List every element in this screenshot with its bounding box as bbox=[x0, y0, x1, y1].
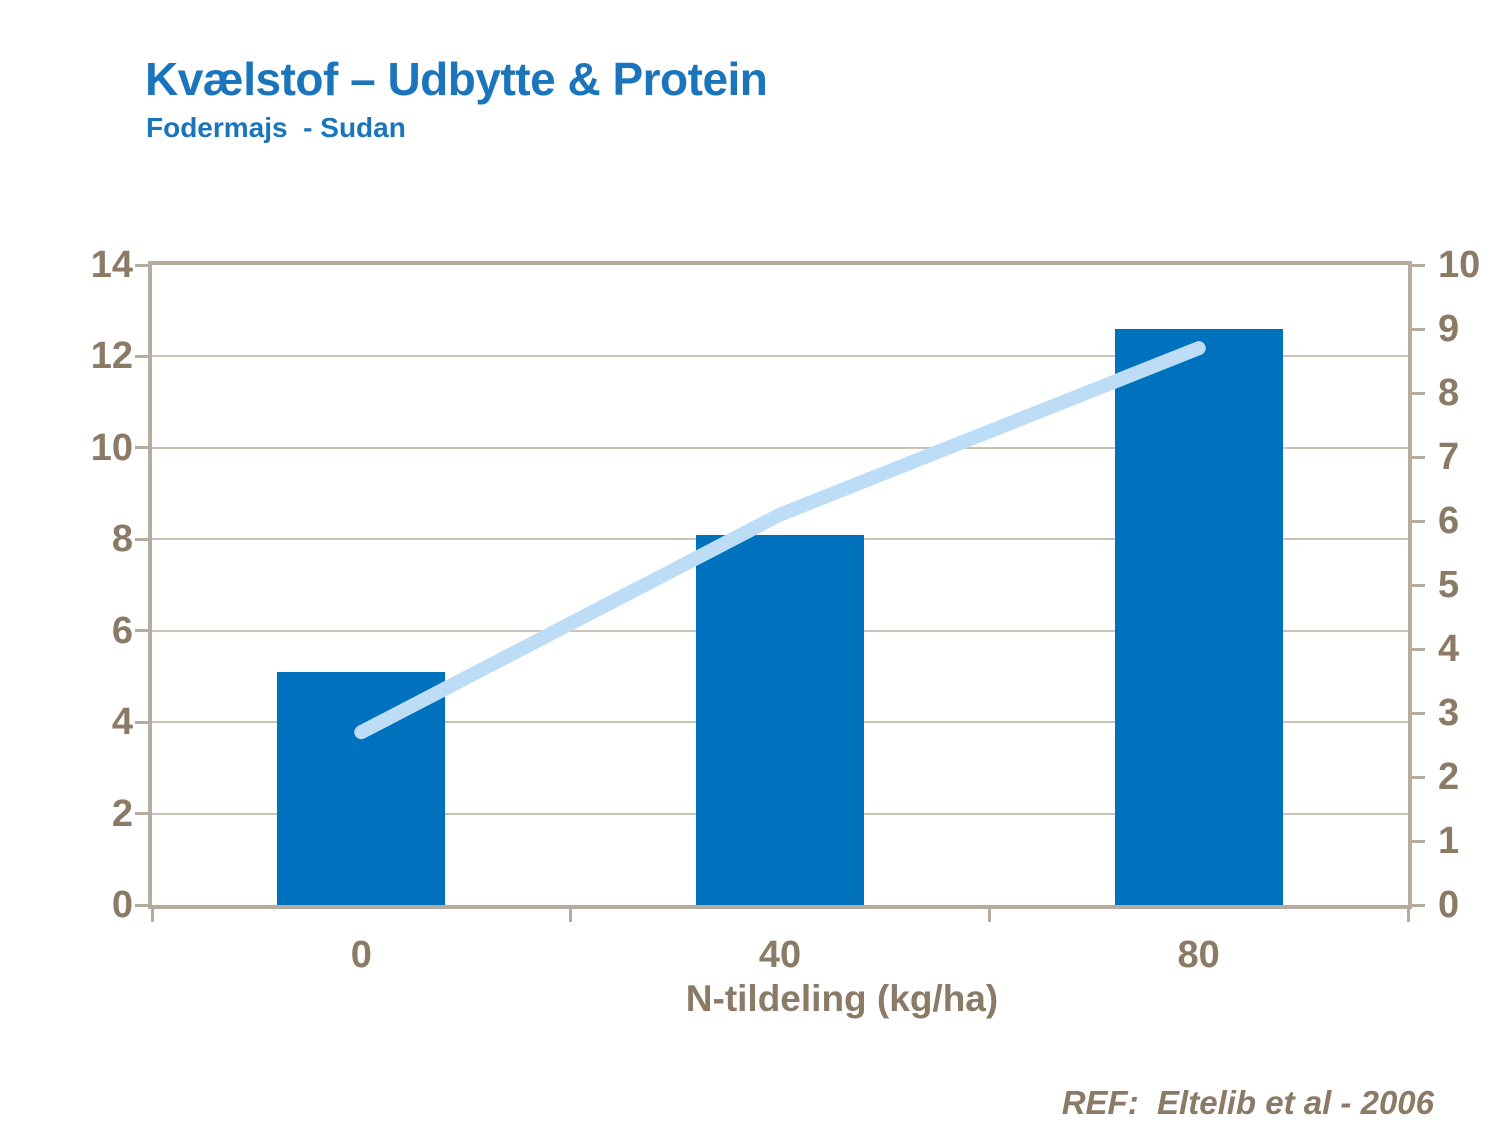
line-series-dry-matter-yield bbox=[354, 341, 1206, 740]
right-tick-label-4: 4 bbox=[1438, 628, 1460, 670]
right-tick-10 bbox=[1408, 263, 1425, 267]
right-tick-label-0: 0 bbox=[1438, 884, 1460, 926]
left-tick-label-12: 12 bbox=[90, 335, 133, 378]
left-tick-label-14: 14 bbox=[90, 244, 133, 286]
left-tick-8 bbox=[135, 537, 152, 541]
left-tick-10 bbox=[135, 446, 152, 450]
chart-subtitle: Fodermajs - Sudan bbox=[146, 112, 406, 143]
left-tick-14 bbox=[135, 263, 152, 267]
right-tick-8 bbox=[1408, 391, 1425, 395]
right-tick-label-7: 7 bbox=[1438, 436, 1460, 478]
reference-note: REF: Eltelib et al - 2006 bbox=[1061, 1084, 1434, 1121]
x-boundary-tick-0 bbox=[150, 905, 154, 922]
left-tick-6 bbox=[135, 629, 152, 633]
x-boundary-tick-2 bbox=[987, 905, 991, 922]
right-tick-label-2: 2 bbox=[1438, 756, 1460, 798]
x-category-label-0: 0 bbox=[350, 934, 372, 976]
left-tick-label-8: 8 bbox=[111, 518, 133, 561]
right-tick-6 bbox=[1408, 519, 1425, 523]
left-tick-2 bbox=[135, 812, 152, 816]
right-tick-label-5: 5 bbox=[1438, 564, 1460, 606]
chart-title: Kvælstof – Udbytte & Protein bbox=[145, 53, 768, 105]
x-category-label-80: 80 bbox=[1177, 934, 1220, 976]
right-tick-label-1: 1 bbox=[1438, 820, 1460, 862]
left-tick-label-6: 6 bbox=[111, 609, 133, 652]
right-tick-1 bbox=[1408, 839, 1425, 843]
x-category-label-40: 40 bbox=[758, 934, 802, 976]
right-tick-0 bbox=[1408, 903, 1425, 907]
right-tick-label-9: 9 bbox=[1438, 308, 1460, 350]
x-boundary-tick-3 bbox=[1406, 905, 1410, 922]
right-tick-4 bbox=[1408, 647, 1425, 651]
right-tick-7 bbox=[1408, 455, 1425, 459]
right-tick-label-3: 3 bbox=[1438, 692, 1460, 734]
right-tick-label-6: 6 bbox=[1438, 500, 1460, 542]
left-tick-4 bbox=[135, 720, 152, 724]
left-tick-0 bbox=[135, 903, 152, 907]
dry-matter-yield-line bbox=[354, 341, 1206, 740]
gridline-10 bbox=[152, 446, 1408, 449]
right-tick-3 bbox=[1408, 711, 1425, 715]
left-tick-label-2: 2 bbox=[111, 792, 133, 835]
right-tick-9 bbox=[1408, 327, 1425, 331]
right-tick-label-10: 10 bbox=[1438, 244, 1481, 286]
left-tick-label-4: 4 bbox=[111, 701, 133, 744]
left-tick-label-0: 0 bbox=[111, 884, 133, 926]
right-tick-5 bbox=[1408, 583, 1425, 587]
right-tick-2 bbox=[1408, 775, 1425, 779]
bar-40 bbox=[696, 534, 864, 905]
left-tick-label-10: 10 bbox=[90, 426, 133, 469]
gridline-12 bbox=[152, 355, 1408, 358]
right-tick-label-8: 8 bbox=[1438, 372, 1460, 414]
bar-80 bbox=[1114, 329, 1283, 905]
x-axis-title: N-tildeling (kg/ha) bbox=[685, 978, 999, 1019]
x-boundary-tick-1 bbox=[569, 905, 573, 922]
plot-area bbox=[152, 265, 1408, 905]
left-tick-12 bbox=[135, 354, 152, 358]
